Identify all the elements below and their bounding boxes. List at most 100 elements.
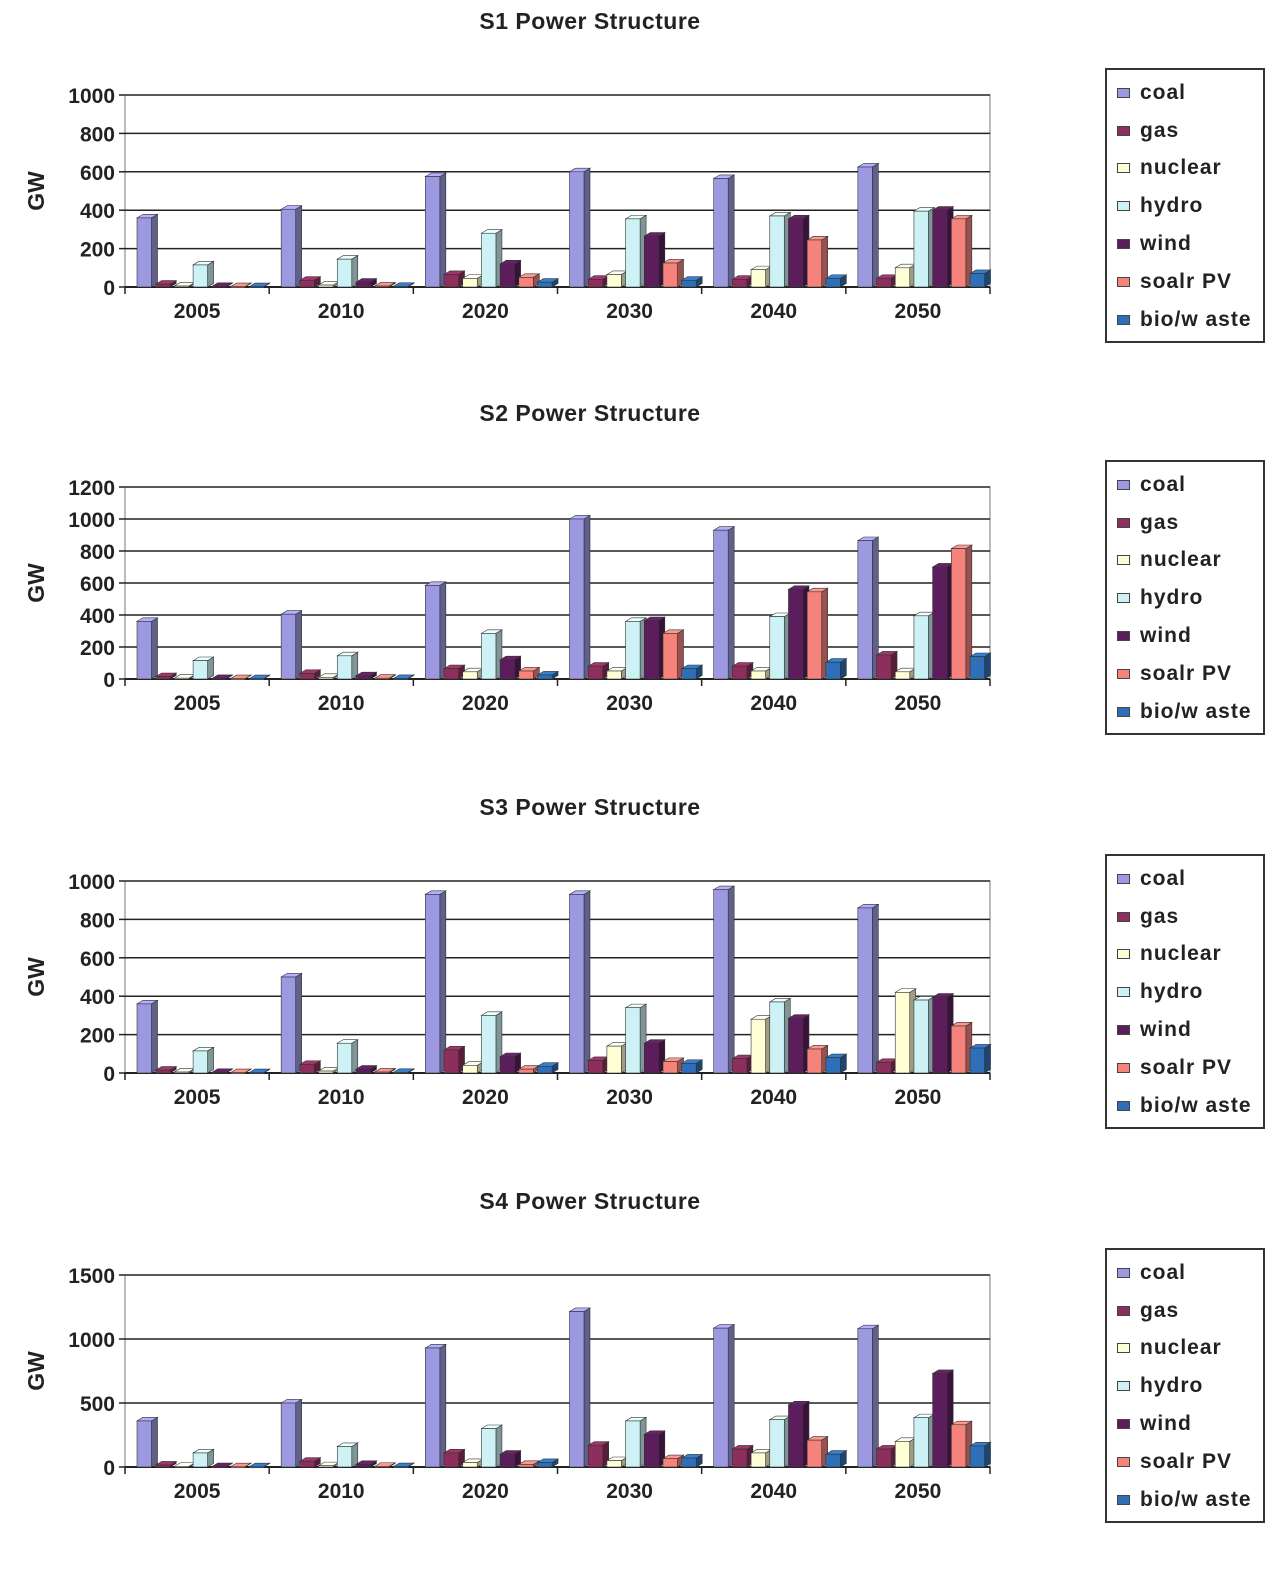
y-axis-label: GW (23, 1351, 49, 1391)
bar-hydro-2005 (192, 1046, 215, 1074)
bar-hydro-2040 (768, 1415, 792, 1468)
legend-item: gas (1107, 1292, 1263, 1330)
y-tick-label: 0 (103, 669, 115, 692)
bar-soalr-pv-2040 (806, 587, 829, 680)
bar-hydro-2030 (624, 1416, 648, 1468)
bar-bio-w-aste-2005 (248, 282, 271, 288)
legend-swatch (1117, 555, 1130, 566)
bar-coal-2040 (712, 174, 736, 288)
bar-wind-2005 (210, 1068, 234, 1074)
y-tick-label: 200 (80, 637, 115, 660)
bar-gas-2010 (298, 669, 322, 680)
bar-coal-2010 (280, 972, 303, 1074)
bar-soalr-pv-2005 (229, 282, 253, 288)
bar-gas-2005 (154, 1460, 178, 1468)
bar-wind-2050 (931, 993, 955, 1074)
bar-soalr-pv-2030 (661, 629, 685, 680)
legend-item: coal (1107, 1254, 1263, 1292)
bar-gas-2020 (442, 664, 466, 680)
bar-soalr-pv-2010 (373, 1067, 397, 1074)
legend-label: wind (1140, 232, 1192, 256)
legend-label: soalr PV (1140, 661, 1233, 685)
bar-wind-2030 (643, 1039, 666, 1074)
bar-bio-w-aste-2050 (968, 1043, 992, 1074)
legend-item: nuclear (1107, 542, 1263, 580)
legend-item: coal (1107, 74, 1263, 112)
bar-hydro-2020 (480, 629, 504, 680)
bar-bio-w-aste-2010 (392, 282, 415, 288)
bar-nuclear-2050 (894, 988, 917, 1074)
bar-hydro-2040 (768, 997, 792, 1074)
legend-label: coal (1140, 1260, 1187, 1284)
bar-coal-2005 (135, 999, 159, 1074)
legend-swatch (1117, 706, 1130, 717)
bar-bio-w-aste-2020 (536, 1062, 560, 1074)
legend-label: hydro (1140, 980, 1204, 1004)
legend-label: hydro (1140, 1374, 1204, 1398)
bar-soalr-pv-2020 (517, 666, 541, 680)
y-tick-label: 1000 (68, 85, 115, 108)
legend-swatch (1117, 1494, 1130, 1505)
bar-hydro-2030 (624, 617, 648, 680)
legend-item: wind (1107, 225, 1263, 263)
bar-coal-2010 (280, 610, 303, 680)
legend-swatch (1117, 1456, 1130, 1467)
bar-wind-2020 (499, 655, 522, 680)
legend-s2: coal gas nuclear hydro wind soalr PV bio/w ast… (1105, 460, 1265, 735)
bar-soalr-pv-2020 (517, 273, 541, 288)
bar-hydro-2050 (912, 1413, 936, 1468)
bar-gas-2050 (875, 274, 899, 288)
legend-label: bio/w aste (1140, 1487, 1252, 1511)
legend-item: wind (1107, 1011, 1263, 1049)
bar-coal-2030 (568, 167, 592, 288)
bar-chart-s3: 0 200 400 600 800 1000 GW 2005 2010 2020 2030 2040 2… (23, 871, 992, 1109)
bar-wind-2010 (354, 1460, 378, 1468)
y-tick-label: 600 (80, 162, 115, 185)
legend-swatch (1117, 314, 1130, 325)
legend-item: hydro (1107, 1367, 1263, 1405)
bar-wind-2030 (643, 231, 666, 288)
legend-item: hydro (1107, 973, 1263, 1011)
bar-hydro-2050 (912, 995, 936, 1074)
bar-gas-2005 (154, 279, 178, 288)
legend-swatch (1117, 87, 1130, 98)
y-tick-label: 0 (103, 277, 115, 300)
legend-swatch (1117, 276, 1130, 287)
bar-wind-2040 (787, 1014, 811, 1074)
bar-hydro-2030 (624, 214, 648, 288)
legend-swatch (1117, 873, 1130, 884)
bar-soalr-pv-2030 (661, 1454, 685, 1468)
x-tick-label: 2050 (895, 300, 942, 323)
bar-wind-2040 (787, 585, 811, 680)
bar-nuclear-2030 (605, 1456, 629, 1468)
bar-gas-2050 (875, 1058, 899, 1074)
chart-title: S3 Power Structure (479, 794, 701, 820)
bar-wind-2040 (787, 214, 811, 288)
legend-label: soalr PV (1140, 1055, 1233, 1079)
bar-bio-w-aste-2030 (680, 664, 704, 680)
legend-swatch (1117, 1305, 1130, 1316)
x-tick-label: 2040 (750, 1480, 797, 1503)
plot-area (124, 880, 991, 1074)
bar-soalr-pv-2030 (661, 1057, 685, 1074)
bar-gas-2020 (442, 1448, 466, 1468)
bar-coal-2040 (712, 526, 736, 680)
legend-item: wind (1107, 617, 1263, 655)
legend-label: gas (1140, 510, 1180, 534)
bar-gas-2030 (587, 275, 610, 288)
bar-wind-2010 (354, 671, 378, 680)
legend-s3: coal gas nuclear hydro wind soalr PV bio/w ast… (1105, 854, 1265, 1129)
bar-nuclear-2020 (461, 1061, 485, 1074)
legend-label: bio/w aste (1140, 699, 1252, 723)
legend-swatch (1117, 479, 1130, 490)
bar-nuclear-2040 (749, 265, 773, 288)
x-tick-label: 2010 (318, 692, 365, 715)
legend-swatch (1117, 1343, 1130, 1354)
y-tick-label: 600 (80, 948, 115, 971)
x-tick-label: 2010 (318, 1480, 365, 1503)
bar-hydro-2050 (912, 207, 936, 288)
chart-panel-s3: S3 Power Structure 0 200 400 600 800 1000 GW 20… (0, 786, 1273, 1176)
y-tick-label: 1000 (68, 509, 115, 532)
chart-panel-s2: S2 Power Structure 0 200 400 600 800 1000 1200… (0, 392, 1273, 782)
bar-chart-s1: 0 200 400 600 800 1000 GW 2005 2010 2020 2030 2040 2… (23, 85, 992, 323)
